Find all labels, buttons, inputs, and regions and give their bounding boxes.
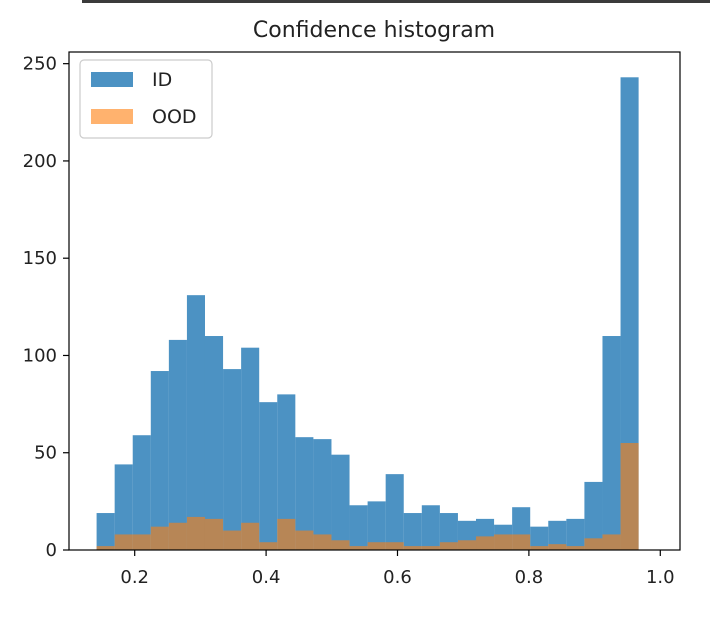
bar-ood-8 [241, 522, 260, 550]
plot-frame [68, 51, 681, 551]
bar-id-14 [349, 505, 368, 550]
bar-ood-11 [295, 530, 314, 550]
bar-id-10 [277, 394, 296, 550]
bar-id-19 [439, 513, 458, 550]
top-border-line [82, 0, 710, 3]
bar-id-0 [96, 513, 115, 550]
x-tick-label: 0.8 [515, 567, 544, 588]
y-tick-label: 150 [23, 248, 57, 269]
bar-id-11 [295, 437, 314, 550]
legend-label-id: ID [152, 69, 172, 91]
bar-id-5 [186, 295, 205, 550]
bar-ood-21 [476, 536, 495, 550]
bar-id-18 [421, 505, 440, 550]
x-tick-label: 1.0 [646, 567, 675, 588]
bar-ood-17 [403, 546, 422, 550]
series-ood-bars [96, 443, 639, 550]
legend-label-ood: OOD [152, 106, 197, 128]
bar-id-2 [132, 435, 151, 550]
bar-ood-28 [602, 534, 621, 550]
bar-id-8 [241, 347, 260, 550]
bar-id-9 [259, 402, 278, 550]
bar-ood-7 [223, 530, 242, 550]
bar-id-26 [566, 518, 585, 550]
bar-ood-26 [566, 546, 585, 550]
axis-ticks: 0.2 0.4 0.6 0.8 1.0 0 50 100 150 200 250 [23, 54, 675, 588]
bar-id-17 [403, 513, 422, 550]
bar-ood-15 [367, 542, 386, 550]
y-tick-label: 50 [34, 443, 57, 464]
bar-ood-1 [114, 534, 133, 550]
bar-id-27 [584, 481, 603, 550]
y-tick-label: 100 [23, 345, 57, 366]
legend-swatch-id [91, 72, 133, 87]
bar-ood-0 [96, 546, 115, 550]
bar-ood-5 [186, 516, 205, 550]
bar-ood-6 [204, 518, 224, 550]
bar-id-28 [602, 336, 621, 550]
bar-id-29 [620, 77, 639, 550]
bar-ood-27 [584, 538, 603, 550]
bar-ood-25 [548, 544, 567, 550]
bar-ood-24 [530, 546, 549, 550]
bar-ood-4 [168, 522, 187, 550]
chart-title: Confidence histogram [253, 18, 495, 43]
bar-ood-10 [277, 518, 296, 550]
bar-id-16 [385, 474, 404, 550]
bar-ood-13 [331, 540, 350, 550]
bar-id-25 [548, 520, 567, 550]
bar-ood-2 [132, 534, 151, 550]
bar-id-3 [150, 371, 169, 550]
bar-ood-16 [385, 542, 404, 550]
bar-ood-22 [494, 534, 513, 550]
bar-ood-3 [150, 526, 169, 550]
legend-swatch-ood [91, 109, 133, 124]
x-tick-label: 0.6 [383, 567, 412, 588]
bar-ood-12 [313, 534, 332, 550]
bar-id-7 [223, 369, 242, 550]
y-tick-label: 0 [46, 540, 57, 561]
histogram-bars [96, 77, 639, 550]
bar-id-13 [331, 454, 350, 550]
series-id-bars [96, 77, 639, 550]
bar-id-12 [313, 439, 332, 550]
bar-id-1 [114, 464, 133, 550]
y-tick-label: 200 [23, 151, 57, 172]
bar-id-24 [530, 526, 549, 550]
bar-ood-20 [457, 540, 477, 550]
x-tick-label: 0.2 [120, 567, 149, 588]
bar-ood-18 [421, 546, 440, 550]
bar-ood-14 [349, 546, 368, 550]
bar-ood-29 [620, 443, 639, 550]
bar-id-6 [204, 336, 224, 550]
bar-ood-19 [439, 542, 458, 550]
y-tick-label: 250 [23, 54, 57, 75]
bar-ood-9 [259, 542, 278, 550]
bar-ood-23 [512, 534, 531, 550]
bar-id-15 [367, 501, 386, 550]
legend: ID OOD [79, 59, 213, 139]
x-tick-label: 0.4 [252, 567, 281, 588]
bar-id-4 [168, 339, 187, 550]
